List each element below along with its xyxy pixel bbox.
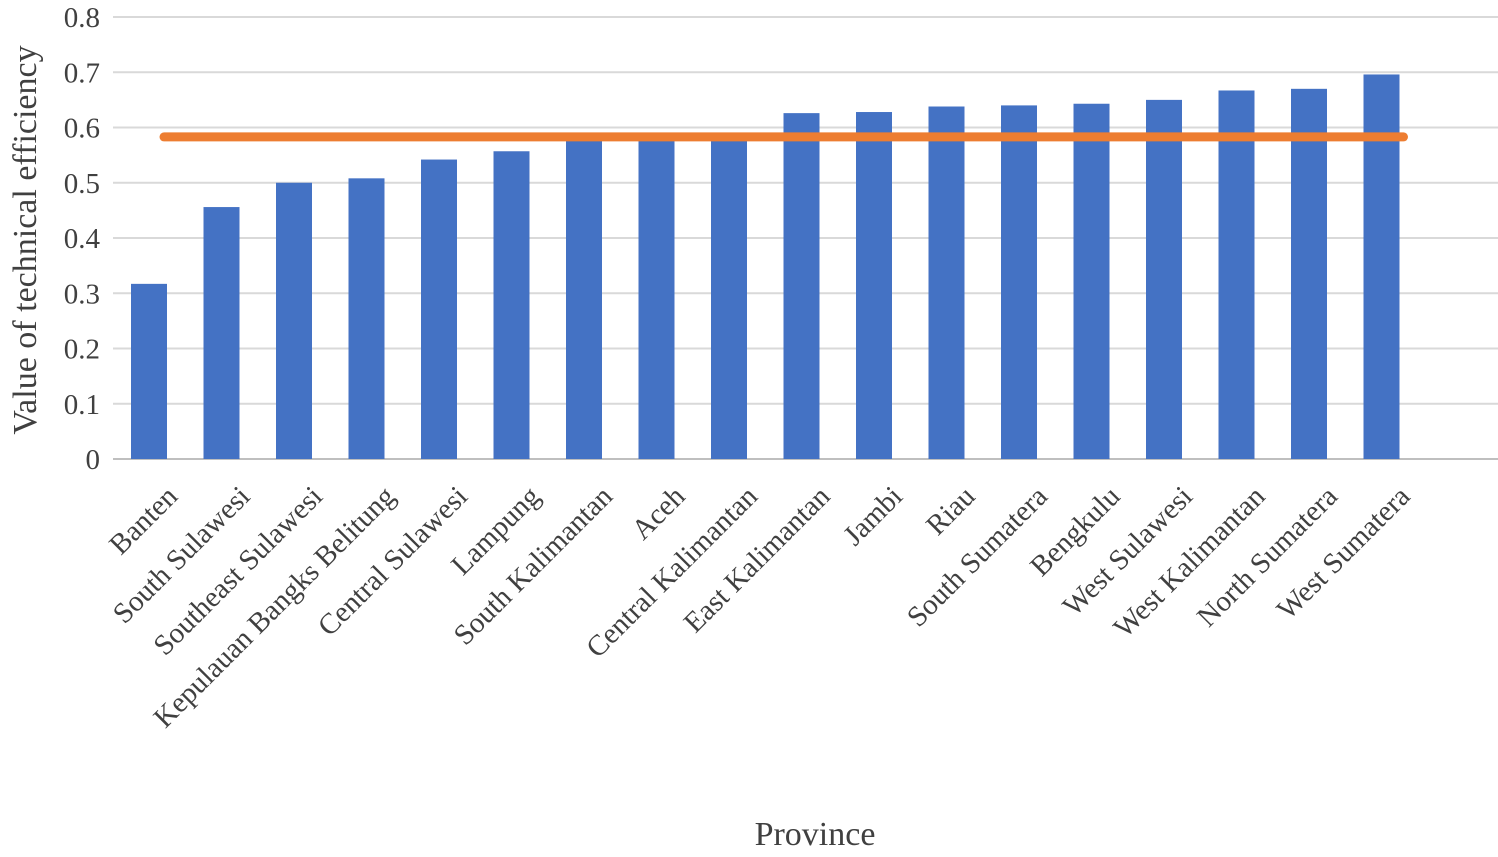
bar [711, 134, 747, 459]
y-tick-label: 0.3 [64, 278, 100, 310]
y-tick-label: 0.5 [64, 168, 100, 200]
x-axis-title: Province [755, 816, 876, 853]
bar [421, 159, 457, 460]
y-tick-label: 0.1 [64, 389, 100, 421]
x-tick-label: Riau [920, 480, 981, 541]
y-axis-title: Value of technical efficiency [7, 45, 44, 434]
bar [1291, 88, 1327, 459]
y-tick-label: 0.6 [64, 113, 100, 145]
bar [1001, 105, 1037, 460]
bar [1073, 103, 1110, 460]
y-tick-label: 0 [86, 444, 101, 476]
bar [856, 112, 892, 459]
bar [1218, 90, 1255, 460]
y-tick-label: 0.7 [64, 57, 100, 89]
bar [783, 113, 820, 459]
bar [928, 106, 965, 459]
bar [203, 207, 240, 459]
y-tick-label: 0.2 [64, 334, 100, 366]
x-tick-label: Aceh [626, 480, 692, 546]
y-axis-ticks: 0 0.1 0.2 0.3 0.4 0.5 0.6 0.7 0.8 [64, 2, 101, 476]
bar [1363, 74, 1400, 460]
bar [638, 135, 675, 459]
y-tick-label: 0.8 [64, 2, 100, 34]
bars [131, 74, 1400, 460]
bar [131, 283, 167, 459]
bar [1146, 99, 1182, 459]
bar [493, 151, 530, 459]
bar [566, 136, 602, 459]
x-tick-label: Jambi [837, 480, 909, 552]
y-tick-label: 0.4 [64, 223, 101, 255]
bar [348, 178, 385, 459]
bar [276, 182, 312, 459]
